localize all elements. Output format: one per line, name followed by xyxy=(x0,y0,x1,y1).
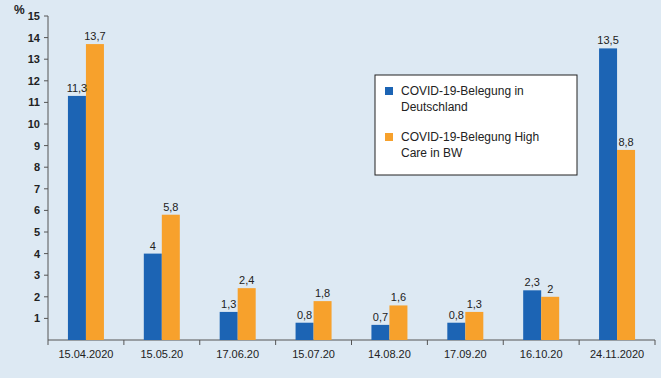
x-tick xyxy=(48,340,49,345)
y-tick-label: 8 xyxy=(34,161,40,173)
data-label: 0,8 xyxy=(297,309,312,321)
x-tick xyxy=(427,340,428,345)
y-tick-label: 5 xyxy=(34,226,40,238)
y-tick-label: 7 xyxy=(34,183,40,195)
y-tick-label: 1 xyxy=(34,312,40,324)
data-label: 4 xyxy=(150,240,156,252)
y-tick-label: 2 xyxy=(34,291,40,303)
bar xyxy=(144,254,162,340)
legend-swatch xyxy=(385,133,393,141)
x-tick xyxy=(579,340,580,345)
bar xyxy=(371,325,389,340)
chart: %12345678910111213141515.04.202015.05.20… xyxy=(0,0,661,378)
y-tick-label: 13 xyxy=(28,53,40,65)
bar xyxy=(599,48,617,340)
legend: COVID-19-Belegung inDeutschlandCOVID-19-… xyxy=(375,75,577,175)
x-tick-label: 17.09.20 xyxy=(444,348,487,360)
data-label: 2 xyxy=(547,283,553,295)
x-tick-label: 16.10.20 xyxy=(520,348,563,360)
y-tick-label: 3 xyxy=(34,269,40,281)
y-tick xyxy=(44,124,48,125)
y-tick-label: 15 xyxy=(28,10,40,22)
y-tick xyxy=(44,296,48,297)
bar xyxy=(220,312,238,340)
y-tick-label: 12 xyxy=(28,75,40,87)
legend-entry: COVID-19-Belegung in Deutschland xyxy=(401,84,524,114)
y-tick xyxy=(44,188,48,189)
x-tick-label: 17.06.20 xyxy=(216,348,259,360)
data-label: 1,3 xyxy=(467,298,482,310)
y-tick xyxy=(44,210,48,211)
x-tick-label: 15.04.2020 xyxy=(58,348,113,360)
data-label: 2,3 xyxy=(525,276,540,288)
bars xyxy=(68,44,635,340)
bar xyxy=(314,301,332,340)
y-tick xyxy=(44,16,48,17)
y-tick xyxy=(44,102,48,103)
legend-line: COVID-19-Belegung High xyxy=(401,130,539,144)
bar xyxy=(389,305,407,340)
background xyxy=(0,0,661,378)
x-tick xyxy=(655,340,656,345)
data-label: 13,5 xyxy=(597,34,618,46)
y-tick xyxy=(44,80,48,81)
y-tick-label: 9 xyxy=(34,140,40,152)
data-label: 2,4 xyxy=(239,274,254,286)
legend-swatch xyxy=(385,87,393,95)
bar xyxy=(238,288,256,340)
bar xyxy=(296,323,314,340)
y-tick xyxy=(44,275,48,276)
data-label: 1,3 xyxy=(221,298,236,310)
x-tick xyxy=(503,340,504,345)
y-axis xyxy=(48,16,49,340)
x-tick-label: 14.08.20 xyxy=(368,348,411,360)
x-tick xyxy=(351,340,352,345)
y-tick-label: 10 xyxy=(28,118,40,130)
legend-line: Care in BW xyxy=(401,146,463,160)
bar xyxy=(465,312,483,340)
y-tick-label: 11 xyxy=(28,96,40,108)
y-tick xyxy=(44,167,48,168)
x-tick-label: 15.07.20 xyxy=(292,348,335,360)
data-label: 0,8 xyxy=(449,309,464,321)
bar xyxy=(523,290,541,340)
y-tick xyxy=(44,145,48,146)
bar xyxy=(541,297,559,340)
x-tick xyxy=(123,340,124,345)
bar xyxy=(162,215,180,340)
y-tick-label: 4 xyxy=(34,248,41,260)
data-label: 5,8 xyxy=(163,201,178,213)
legend-entry: COVID-19-Belegung High Care in BW xyxy=(401,130,539,160)
y-tick-label: 6 xyxy=(34,204,40,216)
data-label: 0,7 xyxy=(373,311,388,323)
data-label: 1,6 xyxy=(391,291,406,303)
legend-box xyxy=(375,75,577,175)
y-tick xyxy=(44,318,48,319)
bar xyxy=(617,150,635,340)
y-tick xyxy=(44,37,48,38)
data-label: 11,3 xyxy=(67,82,88,94)
bar xyxy=(447,323,465,340)
data-label: 1,8 xyxy=(315,287,330,299)
bar xyxy=(68,96,86,340)
y-tick xyxy=(44,232,48,233)
x-tick-label: 24.11.2020 xyxy=(590,348,644,360)
legend-line: COVID-19-Belegung in xyxy=(401,84,524,98)
y-tick-label: 14 xyxy=(28,32,41,44)
y-tick xyxy=(44,253,48,254)
x-tick xyxy=(199,340,200,345)
data-label: 13,7 xyxy=(84,30,105,42)
legend-line: Deutschland xyxy=(401,100,468,114)
x-tick-label: 15.05.20 xyxy=(140,348,183,360)
data-label: 8,8 xyxy=(618,136,633,148)
y-axis-label: % xyxy=(14,3,25,17)
bar xyxy=(86,44,104,340)
x-tick xyxy=(275,340,276,345)
y-tick xyxy=(44,59,48,60)
